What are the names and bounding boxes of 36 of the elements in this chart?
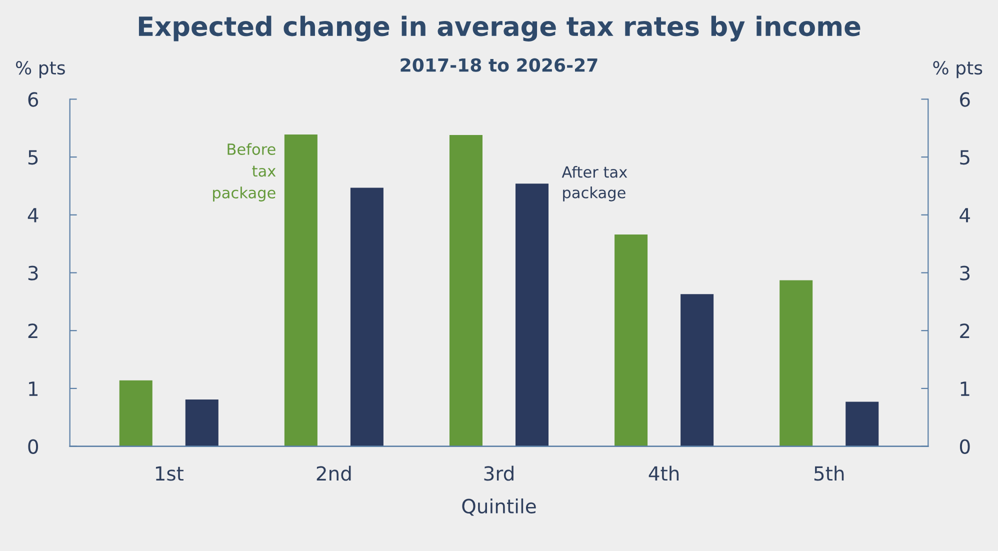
- y2-tick-label: 6: [960, 92, 970, 107]
- series-label: After tax package: [562, 166, 628, 202]
- x-tick-label: 1st: [156, 466, 184, 481]
- y-tick-label: 5: [28, 150, 38, 165]
- y-tick-label: 2: [28, 324, 38, 338]
- series-label: Before tax package: [213, 143, 276, 202]
- x-axis-title: Quintile: [462, 498, 536, 516]
- bar: [680, 294, 714, 446]
- y2-tick-label: 0: [960, 439, 970, 454]
- bar: [119, 380, 152, 446]
- bar: [846, 402, 879, 446]
- x-tick-label: 4th: [648, 466, 679, 481]
- bar: [449, 135, 482, 446]
- bar: [185, 399, 218, 446]
- y-tick-label: 1: [29, 382, 38, 396]
- y2-tick-label: 3: [960, 266, 970, 280]
- y2-tick-label: 4: [960, 208, 970, 222]
- chart-title: Expected change in average tax rates by income: [138, 16, 860, 42]
- bar: [284, 134, 318, 446]
- y-tick-label: 6: [28, 92, 38, 107]
- y-tick-label: 3: [28, 266, 38, 280]
- x-tick-label: 5th: [814, 466, 844, 481]
- y2-tick-label: 2: [960, 324, 970, 338]
- bar: [614, 234, 648, 446]
- x-tick-label: 3rd: [484, 466, 514, 481]
- y-tick-label: 4: [28, 208, 38, 222]
- chart-subtitle: 2017-18 to 2026-27: [400, 58, 598, 72]
- y-tick-label: 0: [28, 439, 38, 454]
- y-axis-title: % pts: [16, 60, 65, 78]
- bar: [516, 184, 549, 446]
- bar: [350, 188, 384, 446]
- y2-axis-title: % pts: [933, 60, 982, 78]
- y2-tick-label: 5: [960, 150, 970, 165]
- bar: [780, 280, 813, 446]
- x-tick-label: 2nd: [316, 466, 351, 481]
- y2-tick-label: 1: [960, 382, 970, 396]
